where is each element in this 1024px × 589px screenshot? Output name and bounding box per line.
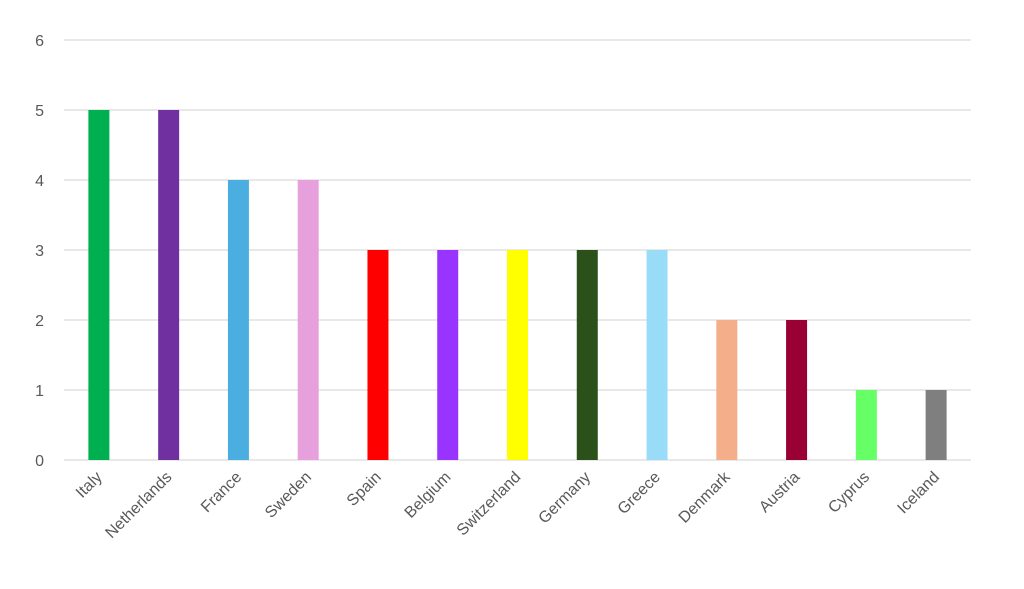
- bar-spain: [367, 250, 389, 460]
- bar-greece: [646, 250, 668, 460]
- bar-cyprus: [855, 390, 877, 460]
- bars: [88, 110, 947, 460]
- x-label-austria: Austria: [756, 469, 803, 516]
- bar-switzerland: [507, 250, 528, 460]
- y-axis-tick-labels: 0 1 2 3 4 5 6: [35, 33, 44, 470]
- x-label-netherlands: Netherlands: [102, 469, 175, 542]
- bar-sweden: [297, 180, 319, 460]
- bar-france: [227, 180, 249, 460]
- y-tick-label-6: 6: [35, 33, 44, 50]
- bar-belgium: [437, 250, 459, 460]
- bar-iceland: [925, 390, 947, 460]
- x-label-sweden: Sweden: [262, 469, 315, 522]
- x-label-greece: Greece: [615, 469, 664, 518]
- x-label-switzerland: Switzerland: [454, 469, 525, 540]
- y-tick-label-5: 5: [35, 103, 44, 120]
- bar-germany: [576, 250, 598, 460]
- x-label-spain: Spain: [344, 469, 385, 510]
- y-tick-label-4: 4: [35, 173, 44, 190]
- bar-italy: [88, 110, 110, 460]
- x-label-france: France: [198, 469, 245, 516]
- x-label-germany: Germany: [536, 469, 595, 528]
- bar-netherlands: [158, 110, 180, 460]
- x-label-iceland: Iceland: [894, 469, 943, 518]
- y-tick-label-1: 1: [35, 383, 44, 400]
- x-label-cyprus: Cyprus: [825, 469, 873, 517]
- x-label-belgium: Belgium: [402, 469, 455, 522]
- y-tick-label-0: 0: [35, 453, 44, 470]
- bar-austria: [786, 320, 808, 460]
- y-tick-label-3: 3: [35, 243, 44, 260]
- x-label-denmark: Denmark: [676, 468, 735, 527]
- bar-denmark: [716, 320, 738, 460]
- y-tick-label-2: 2: [35, 313, 44, 330]
- x-label-italy: Italy: [73, 469, 106, 502]
